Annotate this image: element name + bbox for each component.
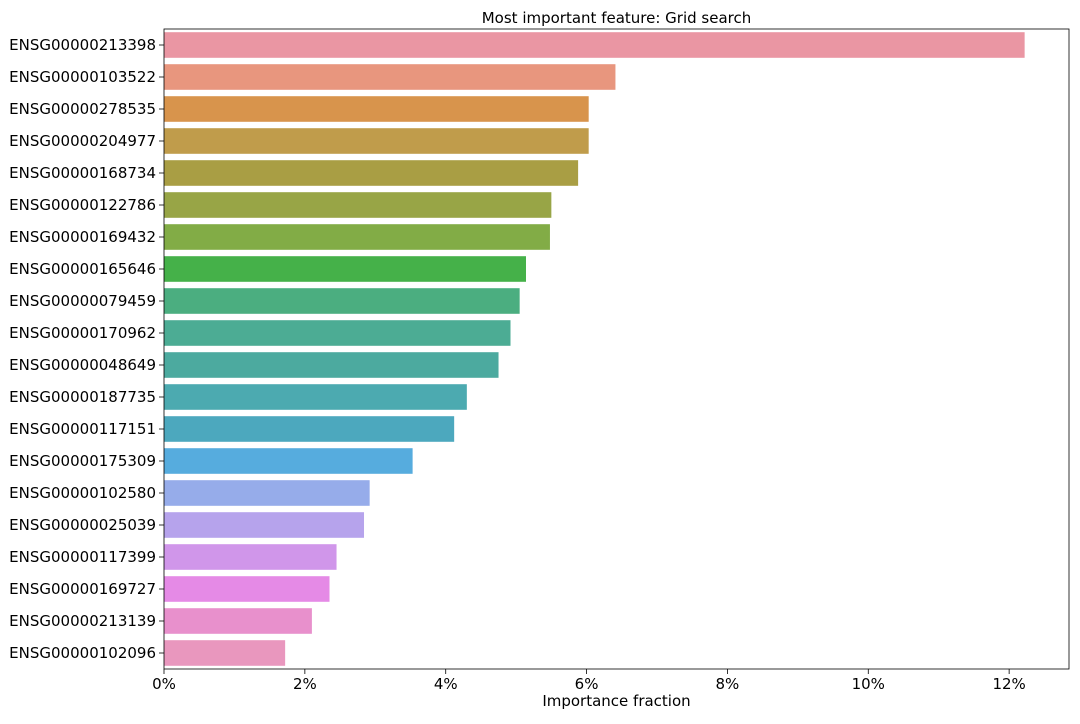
x-axis-ticks: 0% 2% 4% 6% 8% 10% 12%	[152, 669, 1026, 693]
y-tick-label: ENSG00000278535	[9, 100, 156, 118]
y-tick-label: ENSG00000079459	[9, 292, 156, 310]
y-tick-label: ENSG00000102096	[9, 644, 156, 662]
bar-ENSG00000169727	[164, 576, 330, 602]
bar-ENSG00000117399	[164, 544, 337, 570]
x-tick-label: 0%	[152, 675, 176, 693]
axes-frame	[163, 28, 1070, 670]
y-tick-label: ENSG00000169432	[9, 228, 156, 246]
y-tick-label: ENSG00000169727	[9, 580, 156, 598]
bar-ENSG00000117151	[164, 416, 455, 442]
bar-ENSG00000187735	[164, 384, 467, 410]
y-tick-label: ENSG00000122786	[9, 196, 156, 214]
x-tick-label: 8%	[716, 675, 740, 693]
bar-ENSG00000213398	[164, 32, 1025, 58]
bar-ENSG00000079459	[164, 288, 520, 314]
chart-title: Most important feature: Grid search	[482, 9, 752, 27]
y-tick-label: ENSG00000103522	[9, 68, 156, 86]
bar-ENSG00000169432	[164, 224, 550, 250]
y-tick-label: ENSG00000175309	[9, 452, 156, 470]
y-tick-label: ENSG00000117151	[9, 420, 156, 438]
y-tick-label: ENSG00000168734	[9, 164, 156, 182]
y-tick-label: ENSG00000048649	[9, 356, 156, 374]
bar-ENSG00000048649	[164, 352, 499, 378]
x-tick-label: 10%	[852, 675, 885, 693]
x-tick-label: 2%	[293, 675, 317, 693]
y-tick-label: ENSG00000204977	[9, 132, 156, 150]
x-tick-label: 6%	[575, 675, 599, 693]
y-tick-label: ENSG00000213139	[9, 612, 156, 630]
bar-ENSG00000168734	[164, 160, 579, 186]
bar-ENSG00000103522	[164, 64, 616, 90]
bar-ENSG00000102096	[164, 640, 286, 666]
y-tick-label: ENSG00000117399	[9, 548, 156, 566]
bar-ENSG00000278535	[164, 96, 589, 122]
y-axis-ticks: ENSG00000213398 ENSG00000103522 ENSG000002…	[9, 36, 164, 662]
y-tick-label: ENSG00000025039	[9, 516, 156, 534]
bar-ENSG00000025039	[164, 512, 365, 538]
x-tick-label: 4%	[434, 675, 458, 693]
y-tick-label: ENSG00000102580	[9, 484, 156, 502]
y-tick-label: ENSG00000187735	[9, 388, 156, 406]
bar-ENSG00000204977	[164, 128, 589, 154]
bar-ENSG00000165646	[164, 256, 526, 282]
bar-ENSG00000122786	[164, 192, 552, 218]
x-tick-label: 12%	[992, 675, 1025, 693]
y-tick-label: ENSG00000170962	[9, 324, 156, 342]
y-tick-label: ENSG00000213398	[9, 36, 156, 54]
bars-group	[164, 32, 1025, 666]
bar-ENSG00000213139	[164, 608, 312, 634]
x-axis-label: Importance fraction	[542, 692, 690, 710]
y-tick-label: ENSG00000165646	[9, 260, 156, 278]
bar-ENSG00000170962	[164, 320, 511, 346]
bar-ENSG00000175309	[164, 448, 413, 474]
bar-ENSG00000102580	[164, 480, 370, 506]
